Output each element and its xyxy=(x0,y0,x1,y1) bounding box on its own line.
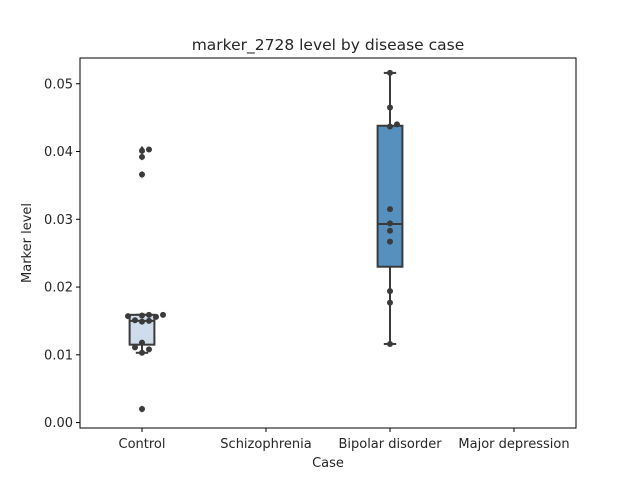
iqr-box xyxy=(376,124,404,268)
y-axis-label: Marker level xyxy=(20,203,35,283)
data-point xyxy=(146,346,152,353)
data-point xyxy=(139,312,145,319)
data-point xyxy=(139,339,145,346)
data-point xyxy=(387,206,393,213)
x-tick-label: Schizophrenia xyxy=(220,437,311,452)
data-point xyxy=(139,406,145,413)
data-point xyxy=(139,153,145,160)
y-tick-label: 0.04 xyxy=(44,145,73,160)
data-point xyxy=(394,121,400,128)
data-point xyxy=(387,220,393,227)
y-tick-label: 0.00 xyxy=(44,416,73,431)
y-tick-label: 0.03 xyxy=(44,213,73,228)
data-point xyxy=(387,299,393,306)
data-point xyxy=(387,123,393,130)
data-point xyxy=(387,227,393,234)
data-point xyxy=(146,317,152,324)
data-point xyxy=(146,146,152,153)
data-point xyxy=(132,317,138,324)
data-point xyxy=(146,311,152,318)
axes-frame xyxy=(79,57,577,429)
y-tick-label: 0.05 xyxy=(44,77,73,92)
data-point xyxy=(125,313,131,320)
data-point xyxy=(387,340,393,347)
data-point xyxy=(387,288,393,295)
y-tick-label: 0.02 xyxy=(44,281,73,296)
plot-area xyxy=(125,69,404,413)
data-point xyxy=(153,313,159,320)
y-tick-label: 0.01 xyxy=(44,348,73,363)
data-point xyxy=(132,344,138,351)
data-point xyxy=(387,104,393,111)
data-point xyxy=(139,349,145,356)
x-tick-label: Major depression xyxy=(458,437,569,452)
box-group xyxy=(125,145,166,413)
x-tick-label: Control xyxy=(119,437,166,452)
box-group xyxy=(376,69,404,347)
data-point xyxy=(139,147,145,154)
x-axis-label: Case xyxy=(312,456,344,471)
data-point xyxy=(387,238,393,245)
x-tick-label: Bipolar disorder xyxy=(338,437,442,452)
data-point xyxy=(387,69,393,76)
data-point xyxy=(139,171,145,178)
chart-title: marker_2728 level by disease case xyxy=(192,36,465,55)
data-point xyxy=(160,311,166,318)
data-point xyxy=(139,318,145,325)
